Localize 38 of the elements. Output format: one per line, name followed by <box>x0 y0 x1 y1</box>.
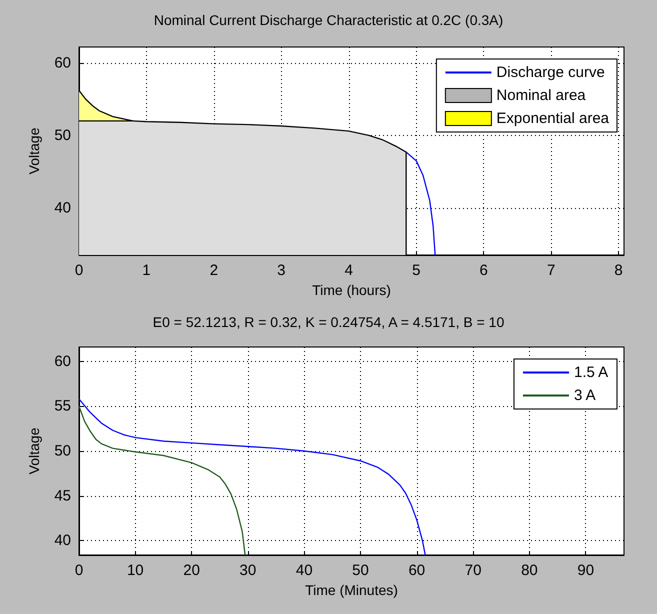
x-tick-label: 4 <box>344 262 353 279</box>
x-axis-title: Time (hours) <box>312 282 391 298</box>
x-tick-label: 10 <box>126 562 144 579</box>
x-tick-label: 8 <box>614 262 623 279</box>
x-tick-label: 30 <box>240 562 256 579</box>
legend-label: Nominal area <box>496 87 586 104</box>
x-tick-label: 50 <box>352 562 369 579</box>
x-tick-label: 3 <box>277 262 286 279</box>
x-tick-label: 2 <box>210 262 218 279</box>
x-tick-label: 20 <box>183 562 200 579</box>
x-tick-label: 6 <box>480 262 488 279</box>
x-tick-label: 70 <box>464 562 482 579</box>
y-axis-title: Voltage <box>26 427 42 474</box>
x-tick-label: 1 <box>142 262 151 279</box>
y-tick-label: 40 <box>54 199 71 216</box>
legend-label: 1.5 A <box>574 364 608 381</box>
x-axis-title: Time (Minutes) <box>305 582 398 598</box>
y-tick-label: 50 <box>54 126 71 144</box>
x-tick-label: 0 <box>74 262 84 279</box>
y-axis-title: Voltage <box>26 127 42 174</box>
y-tick-label: 45 <box>54 487 71 504</box>
chart-title: E0 = 52.1213, R = 0.32, K = 0.24754, A = 4.5171, B = 10 <box>152 314 504 330</box>
y-tick-label: 50 <box>54 442 71 460</box>
legend-label: Exponential area <box>496 110 610 127</box>
y-tick-label: 55 <box>54 398 71 415</box>
x-tick-label: 40 <box>296 562 313 579</box>
y-tick-label: 60 <box>54 352 71 370</box>
legend-label: 3 A <box>574 387 596 404</box>
legend-label: Discharge curve <box>496 64 605 81</box>
x-tick-label: 60 <box>408 562 426 579</box>
x-tick-label: 80 <box>521 562 538 579</box>
x-tick-label: 5 <box>412 262 420 279</box>
x-tick-label: 90 <box>577 562 594 579</box>
x-tick-label: 7 <box>546 262 556 279</box>
x-tick-label: 0 <box>74 562 84 579</box>
y-tick-label: 60 <box>54 54 71 72</box>
y-tick-label: 40 <box>54 532 71 550</box>
chart-title: Nominal Current Discharge Characteristic at 0.2C (0.3A) <box>154 12 504 28</box>
